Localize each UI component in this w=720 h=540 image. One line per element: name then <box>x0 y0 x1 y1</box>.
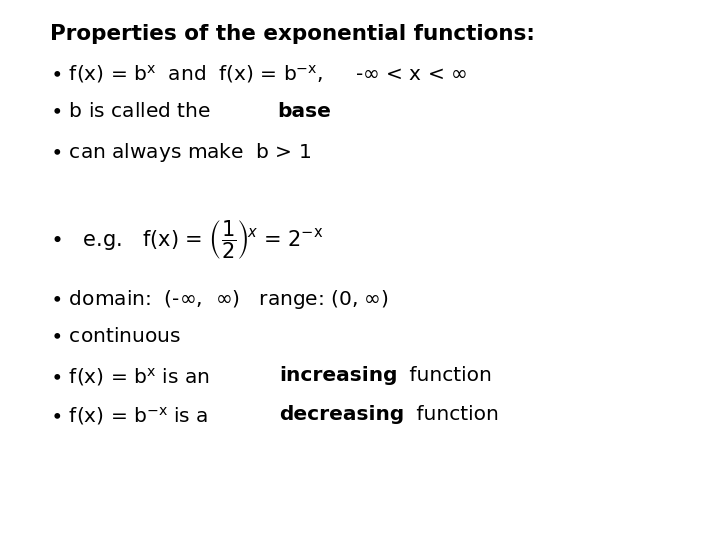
Text: $\bullet$   e.g.   f(x) = $\left(\dfrac{1}{2}\right)^{\!x}$ = 2$^\mathregular{-x: $\bullet$ e.g. f(x) = $\left(\dfrac{1}{2… <box>50 218 323 261</box>
Text: Properties of the exponential functions:: Properties of the exponential functions: <box>50 24 535 44</box>
Text: $\bullet$ f(x) = b$^\mathregular{x}$  and  f(x) = b$^\mathregular{-x}$,     -$\i: $\bullet$ f(x) = b$^\mathregular{x}$ and… <box>50 63 467 85</box>
Text: $\bullet$ domain:  (-$\infty$,  $\infty$)   range: (0, $\infty$): $\bullet$ domain: (-$\infty$, $\infty$) … <box>50 288 390 311</box>
Text: $\bullet$ f(x) = b$^\mathregular{x}$ is an: $\bullet$ f(x) = b$^\mathregular{x}$ is … <box>50 366 212 388</box>
Text: $\bullet$ continuous: $\bullet$ continuous <box>50 327 181 346</box>
Text: increasing: increasing <box>279 366 398 385</box>
Text: $\bullet$ f(x) = b$^\mathregular{-x}$ is a: $\bullet$ f(x) = b$^\mathregular{-x}$ is… <box>50 405 211 427</box>
Text: $\bullet$ can always make  b > 1: $\bullet$ can always make b > 1 <box>50 141 312 164</box>
Text: base: base <box>277 102 331 121</box>
Text: $\bullet$ b is called the: $\bullet$ b is called the <box>50 102 212 121</box>
Text: function: function <box>410 405 498 424</box>
Text: function: function <box>403 366 492 385</box>
Text: decreasing: decreasing <box>279 405 405 424</box>
